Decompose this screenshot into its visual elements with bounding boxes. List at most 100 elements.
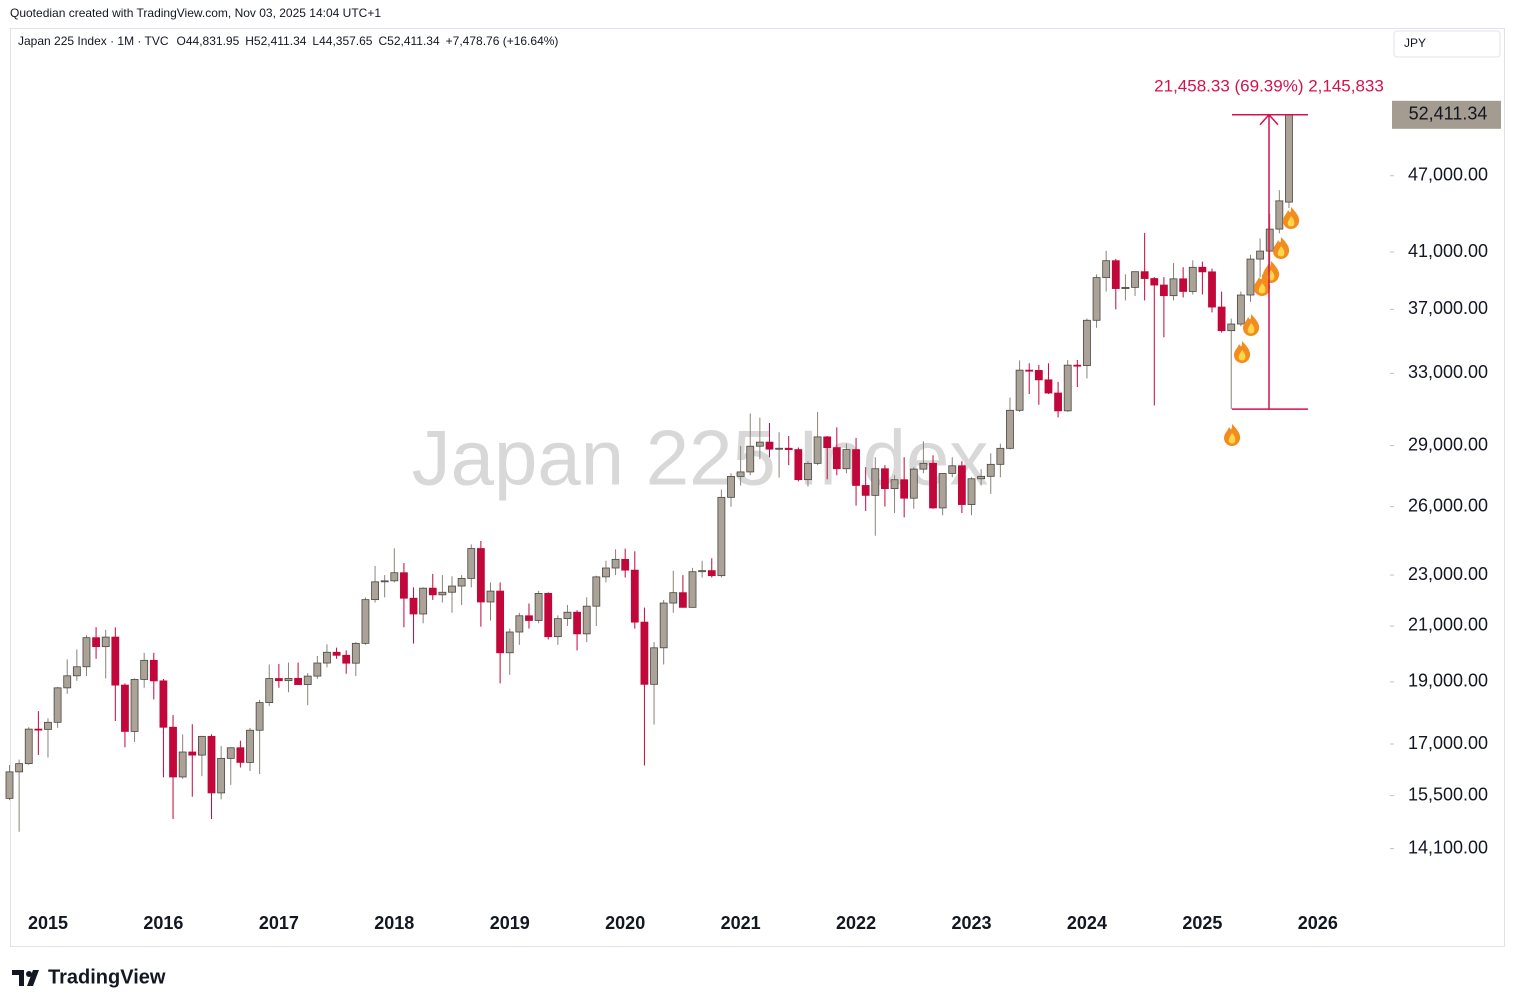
candle [650, 642, 658, 725]
candle-body [1073, 364, 1082, 367]
candle [15, 759, 24, 832]
flame-inner [1287, 216, 1295, 227]
candle [72, 649, 81, 681]
candle [736, 445, 745, 486]
candle-body [188, 751, 197, 756]
y-tick-label: 37,000.00 [1408, 298, 1488, 318]
flame-icon [1224, 424, 1241, 446]
candle [967, 477, 976, 516]
candle-body [178, 751, 187, 778]
candle-body [1169, 278, 1178, 297]
candle-body [111, 636, 120, 686]
candle [1188, 260, 1197, 295]
candle [303, 673, 312, 706]
candle-body [1034, 370, 1043, 381]
candle-body [428, 587, 437, 596]
candle [505, 628, 514, 675]
chart-frame [10, 28, 1505, 947]
candle [707, 558, 716, 578]
candle-body [611, 558, 620, 569]
candle [476, 540, 485, 627]
candle-body [861, 485, 870, 496]
candle [24, 727, 33, 765]
candle [44, 718, 52, 758]
candle [1083, 318, 1091, 379]
candle-body [130, 679, 139, 732]
candle [236, 740, 245, 768]
candle-body [15, 763, 24, 773]
candle-body [630, 569, 639, 623]
candle-body [890, 479, 899, 490]
candle [679, 575, 687, 608]
candle [188, 724, 197, 797]
measure-label: 21,458.33 (69.39%) 2,145,833 [1154, 76, 1384, 95]
candle-body [669, 592, 678, 604]
candle [63, 659, 72, 694]
candle-body [544, 592, 553, 638]
candle [53, 686, 62, 728]
candle [746, 413, 755, 476]
candle [813, 411, 822, 466]
candle-body [1102, 260, 1111, 279]
candle-body [1256, 250, 1264, 260]
candle-body [659, 602, 668, 649]
currency-box[interactable] [1393, 30, 1501, 58]
candle-body [197, 735, 206, 756]
candle [217, 746, 226, 800]
candle-body [236, 747, 245, 763]
candle [1150, 277, 1159, 406]
x-tick-label: 2026 [1298, 913, 1338, 933]
candle-body [438, 591, 447, 596]
candle [197, 735, 206, 777]
candle [1275, 190, 1284, 234]
candle-body [169, 726, 177, 778]
x-tick-label: 2021 [721, 913, 761, 933]
flame-inner [1228, 433, 1236, 444]
flame-inner [1238, 350, 1246, 361]
candle [794, 447, 803, 482]
candle [900, 457, 909, 518]
candle [246, 727, 254, 771]
candle [525, 603, 533, 629]
candle [467, 544, 476, 588]
candle-body [44, 721, 52, 730]
candle-body [957, 465, 966, 505]
candle-body [486, 590, 495, 603]
candle-body [121, 684, 129, 732]
candle-body [284, 677, 293, 682]
candle-body [573, 611, 581, 635]
candle-body [977, 475, 986, 480]
candle [698, 560, 707, 578]
candle-body [919, 462, 928, 470]
candle-body [1179, 278, 1188, 292]
candle [438, 575, 447, 603]
logo-text: TradingView [48, 966, 166, 988]
candle-body [900, 479, 909, 499]
candle [948, 457, 957, 478]
y-tick-label: 33,000.00 [1408, 362, 1488, 382]
candle-body [929, 462, 937, 509]
candle-body [265, 678, 274, 704]
candle [553, 615, 562, 645]
candle [1015, 360, 1024, 412]
candle [1227, 318, 1236, 410]
candle-body [813, 436, 822, 464]
candle-body [82, 637, 91, 668]
measure-arrow [1259, 113, 1279, 126]
x-tick-label: 2023 [951, 913, 991, 933]
candle [1025, 363, 1034, 395]
candle [1179, 267, 1188, 298]
candle [1169, 263, 1178, 301]
candle-body [217, 757, 226, 794]
candle [1073, 359, 1082, 388]
candle [592, 575, 601, 626]
candle-body [727, 475, 735, 498]
y-tick-label: 21,000.00 [1408, 615, 1488, 635]
candle-body [255, 702, 264, 731]
candle-body [832, 447, 841, 470]
candle [1198, 261, 1207, 295]
currency[interactable]: JPY [1404, 36, 1426, 50]
last-price-box [1392, 100, 1501, 129]
x-tick-label: 2022 [836, 913, 876, 933]
